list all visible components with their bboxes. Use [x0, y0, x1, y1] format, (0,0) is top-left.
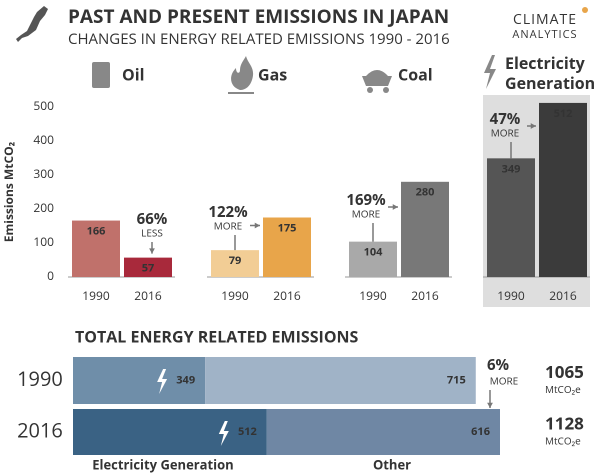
value-label: 512	[238, 424, 257, 439]
electricity-icon	[157, 369, 168, 394]
bar	[124, 257, 172, 277]
x-tick-label: 1990	[221, 287, 249, 304]
change-value: 169%	[346, 190, 386, 210]
panel-title: Oil	[122, 63, 145, 85]
arrow-head	[149, 248, 155, 254]
y-tick-label: 0	[47, 267, 54, 284]
row-label: 2016	[17, 416, 63, 443]
oil-icon	[92, 62, 110, 88]
x-tick-label: 1990	[497, 287, 525, 304]
legend-label: Other	[373, 455, 411, 473]
y-tick-label: 200	[33, 199, 54, 216]
y-tick-label: 400	[33, 131, 54, 148]
coal-icon	[362, 70, 392, 86]
value-label: 175	[278, 220, 297, 235]
panel-title-line: Electricity	[505, 52, 586, 74]
total-unit: MtCO₂e	[545, 382, 581, 396]
total: 1128	[545, 412, 584, 435]
y-axis-label: Emissions MtCO₂	[0, 141, 17, 242]
panel-title-line: Generation	[505, 72, 595, 94]
value-label: 280	[416, 185, 435, 200]
coal-wheel	[367, 87, 373, 93]
x-tick-label: 2016	[549, 287, 577, 304]
y-tick-label: 500	[33, 97, 54, 114]
x-tick-label: 2016	[134, 287, 162, 304]
change-value: 122%	[208, 202, 248, 222]
value-label: 104	[364, 245, 384, 260]
total: 1065	[545, 360, 584, 383]
arrow-head	[392, 204, 398, 210]
panel-title: Gas	[258, 63, 287, 85]
bar	[349, 241, 397, 277]
legend-label: Electricity Generation	[92, 455, 233, 473]
subtitle: CHANGES IN ENERGY RELATED EMISSIONS 1990…	[68, 29, 450, 49]
bar	[539, 102, 587, 277]
change-value: 6%	[487, 355, 510, 375]
change-label: LESS	[141, 226, 163, 240]
x-tick-label: 1990	[82, 287, 110, 304]
change-value: 47%	[490, 109, 521, 129]
bar-segment	[73, 357, 206, 404]
arrow-head	[530, 123, 536, 129]
coal-wheel	[383, 87, 389, 93]
bar	[263, 217, 311, 277]
panel-title: Coal	[398, 63, 433, 85]
value-label: 166	[87, 223, 106, 238]
section-title: TOTAL ENERGY RELATED EMISSIONS	[75, 325, 359, 347]
title: PAST AND PRESENT EMISSIONS IN JAPAN	[68, 3, 449, 29]
y-tick-label: 100	[33, 233, 54, 250]
value-label: 349	[502, 161, 521, 176]
change-label: MORE	[490, 374, 519, 388]
value-label: 715	[447, 372, 466, 387]
y-tick-label: 300	[33, 165, 54, 182]
change-label: MORE	[352, 207, 381, 221]
value-label: 349	[176, 372, 195, 387]
x-tick-label: 2016	[411, 287, 439, 304]
bar-segment	[266, 409, 500, 455]
value-label: 79	[229, 253, 242, 268]
japan-map	[16, 6, 48, 42]
arrow-head	[254, 222, 260, 229]
bar	[401, 181, 449, 277]
arrow-head	[487, 402, 493, 408]
change-label: MORE	[491, 126, 520, 140]
gas-icon-base	[228, 92, 254, 94]
x-tick-label: 1990	[359, 287, 387, 304]
bar	[211, 250, 259, 277]
logo-dot	[582, 7, 588, 13]
electricity-icon	[218, 421, 229, 446]
logo: ANALYTICS	[512, 27, 577, 42]
row-label: 1990	[17, 365, 63, 392]
change-label: MORE	[214, 219, 243, 233]
gas-icon	[231, 56, 254, 90]
value-label: 512	[554, 106, 573, 121]
bar	[72, 220, 120, 277]
change-value: 66%	[137, 209, 168, 229]
x-tick-label: 2016	[273, 287, 301, 304]
total-unit: MtCO₂e	[545, 434, 581, 448]
electricity-icon	[484, 55, 496, 89]
bar-segment	[205, 357, 476, 404]
value-label: 616	[471, 424, 490, 439]
panel-title: Electricity Generation	[505, 52, 595, 94]
value-label: 57	[142, 261, 155, 276]
bar-segment	[73, 409, 267, 455]
bar	[487, 158, 535, 277]
icons	[92, 55, 496, 94]
logo: CLIMATE	[513, 10, 577, 29]
